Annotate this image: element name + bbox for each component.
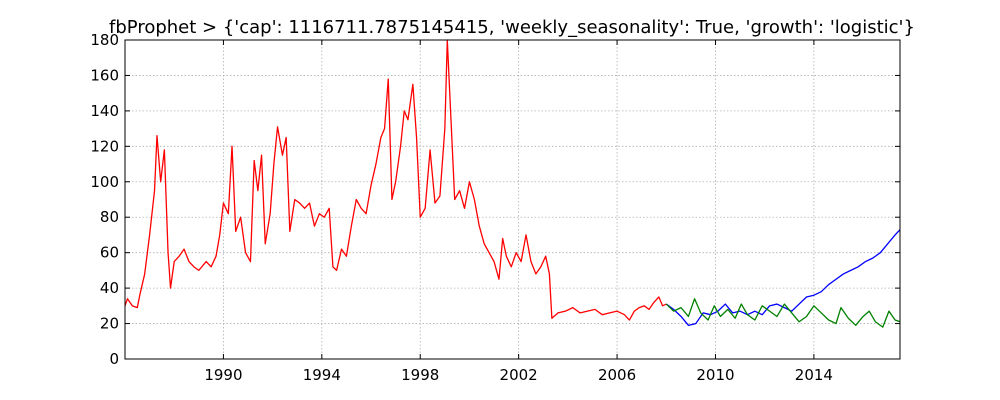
x-tick-label: 2014	[795, 366, 833, 384]
series-lines	[124, 39, 901, 328]
y-tick-label: 120	[90, 137, 119, 155]
y-tick-label: 0	[109, 350, 119, 368]
y-tick-label: 100	[90, 173, 119, 191]
y-tick-label: 20	[100, 315, 119, 333]
x-tick-label: 1990	[204, 366, 242, 384]
y-tick-label: 60	[100, 244, 119, 262]
x-tick-label: 2010	[696, 366, 734, 384]
grid-lines	[125, 39, 900, 360]
y-tick-label: 180	[90, 31, 119, 49]
x-tick-label: 1994	[303, 366, 341, 384]
chart-title: fbProphet > {'cap': 1116711.7875145415, …	[109, 17, 915, 38]
axis-ticks: 1990 1994 1998 2002 2006 2010 2014 0 20 40 60 80 100…	[90, 31, 900, 384]
series-line-3	[665, 298, 901, 328]
y-tick-label: 80	[100, 208, 119, 226]
x-tick-label: 2002	[500, 366, 538, 384]
series-line-1	[124, 39, 667, 321]
y-tick-label: 160	[90, 66, 119, 84]
series-line-2	[665, 229, 901, 326]
y-tick-label: 140	[90, 102, 119, 120]
y-tick-label: 40	[100, 279, 119, 297]
x-tick-label: 2006	[598, 366, 636, 384]
x-tick-label: 1998	[401, 366, 439, 384]
plot-frame	[124, 39, 901, 360]
